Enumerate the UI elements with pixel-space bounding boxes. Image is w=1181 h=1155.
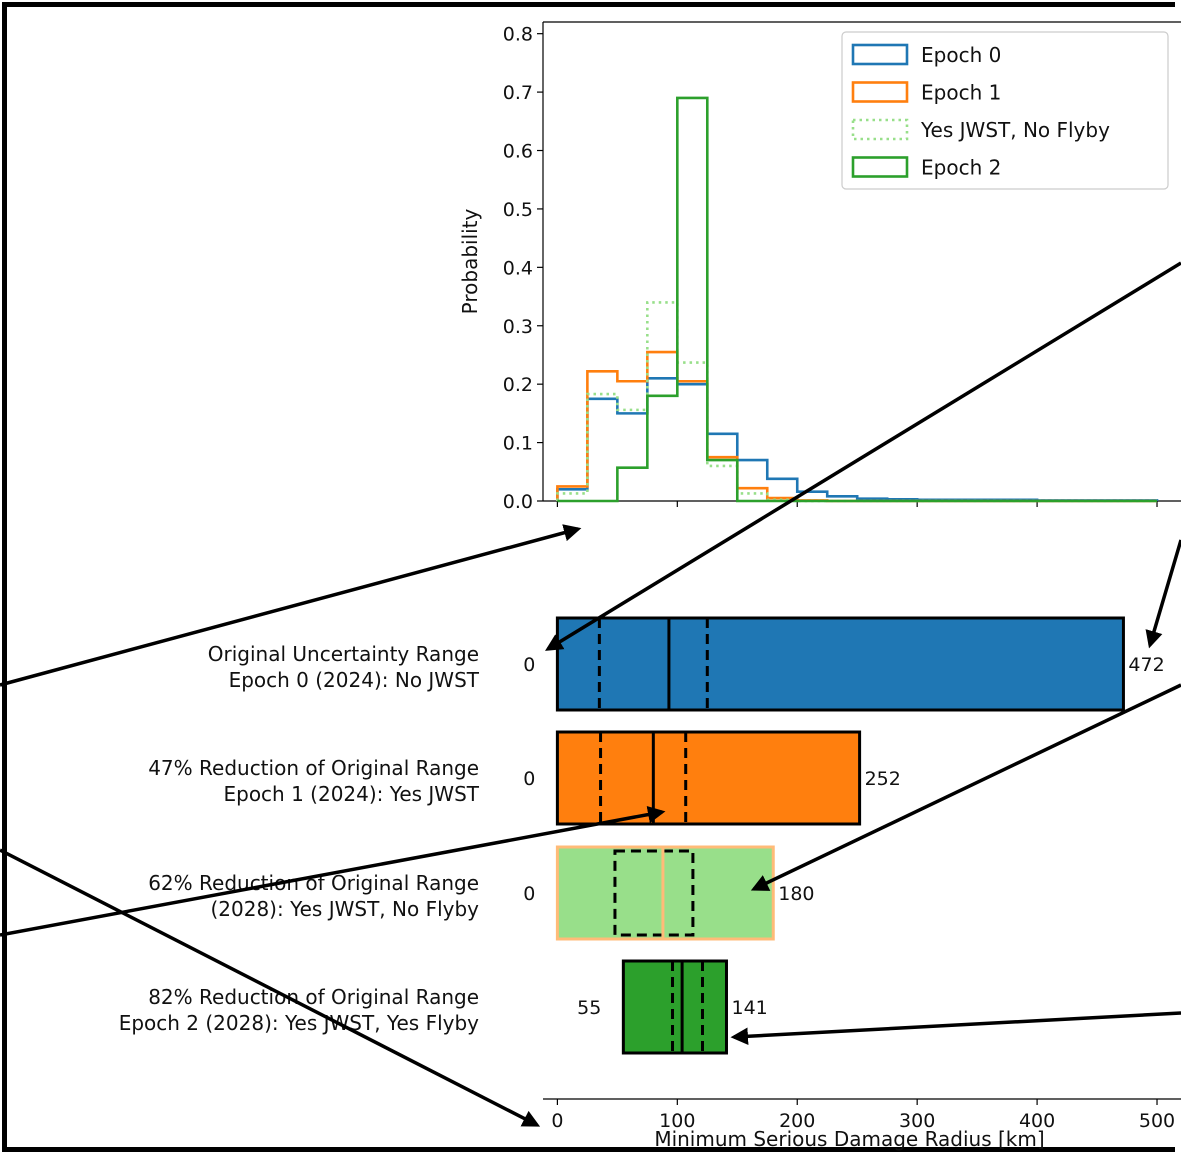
annotation-arrow-6 — [730, 1011, 1181, 1045]
range-bar-0 — [555, 616, 1125, 712]
range-bar-title-2: 62% Reduction of Original Range — [148, 871, 479, 895]
legend-swatch-2 — [851, 118, 909, 141]
range-bar-min-label-3: 55 — [577, 997, 601, 1019]
range-bar-subtitle-1: Epoch 1 (2024): Yes JWST — [223, 782, 479, 806]
annotation-arrow-5 — [750, 683, 1181, 891]
range-bar-panel: 0 100 200 300 400 500 Minimum Serious Damage R… — [119, 616, 1181, 1151]
annotation-arrow-3 — [0, 848, 541, 1127]
range-bar-max-label-3: 141 — [731, 997, 767, 1019]
hist-ytick-label: 0.3 — [503, 316, 533, 338]
hist-ytick-label: 0.0 — [503, 491, 533, 513]
hist-y-label: Probability — [458, 208, 482, 314]
bar-xtick-label: 400 — [1019, 1110, 1055, 1132]
annotation-arrows — [0, 261, 1181, 1127]
legend-label-3: Epoch 2 — [921, 156, 1001, 180]
bar-xtick-label: 200 — [779, 1110, 815, 1132]
range-bar-max-label-1: 252 — [865, 768, 901, 790]
bar-x-label: Minimum Serious Damage Radius [km] — [654, 1127, 1044, 1151]
range-bar-3 — [621, 959, 728, 1055]
legend-swatch-3 — [851, 156, 909, 178]
annotation-arrow-0 — [0, 524, 582, 687]
bar-xtick-label: 100 — [659, 1110, 695, 1132]
range-bar-title-3: 82% Reduction of Original Range — [148, 985, 479, 1009]
legend-label-2: Yes JWST, No Flyby — [920, 118, 1110, 142]
range-bar-min-label-1: 0 — [523, 768, 535, 790]
range-bar-subtitle-0: Epoch 0 (2024): No JWST — [229, 668, 480, 692]
legend-swatch-1 — [851, 81, 909, 103]
hist-ytick-label: 0.6 — [503, 141, 533, 163]
bar-xtick-label: 0 — [551, 1110, 563, 1132]
bar-xtick-label: 300 — [899, 1110, 935, 1132]
range-bar-min-label-2: 0 — [523, 883, 535, 905]
legend-frame — [841, 31, 1169, 190]
hist-ytick-label: 0.7 — [503, 82, 533, 104]
legend-label-1: Epoch 1 — [921, 81, 1001, 105]
legend-label-0: Epoch 0 — [921, 43, 1001, 67]
hist-ytick-label: 0.8 — [503, 24, 533, 46]
hist-ytick-label: 0.2 — [503, 374, 533, 396]
annotation-arrow-4 — [0, 805, 666, 937]
annotation-arrow-2 — [1145, 539, 1181, 649]
hist-ytick-label: 0.4 — [503, 257, 533, 279]
range-bar-title-1: 47% Reduction of Original Range — [148, 756, 479, 780]
histogram-panel: 0.0 0.1 0.2 0.3 0.4 0.5 0.6 0.7 0.8 Probability Ep… — [458, 21, 1181, 513]
range-bar-max-label-0: 472 — [1128, 654, 1164, 676]
legend: Epoch 0 Epoch 1 Yes JWST, No Flyby Epoch 2 — [841, 31, 1169, 190]
hist-ytick-label: 0.1 — [503, 433, 533, 455]
range-bar-subtitle-2: (2028): Yes JWST, No Flyby — [210, 897, 479, 921]
range-bar-2 — [555, 845, 775, 941]
annotation-arrow-1 — [545, 261, 1181, 651]
range-bar-min-label-0: 0 — [523, 654, 535, 676]
bar-xtick-label: 500 — [1139, 1110, 1175, 1132]
range-bar-1 — [555, 730, 862, 826]
range-bar-max-label-2: 180 — [778, 883, 814, 905]
legend-swatch-0 — [851, 43, 909, 66]
range-bar-subtitle-3: Epoch 2 (2028): Yes JWST, Yes Flyby — [119, 1011, 479, 1035]
range-bar-title-0: Original Uncertainty Range — [208, 642, 479, 666]
hist-ytick-label: 0.5 — [503, 199, 533, 221]
hist-series-3 — [557, 96, 1158, 503]
range-bar-iqr-box-2 — [613, 849, 695, 937]
